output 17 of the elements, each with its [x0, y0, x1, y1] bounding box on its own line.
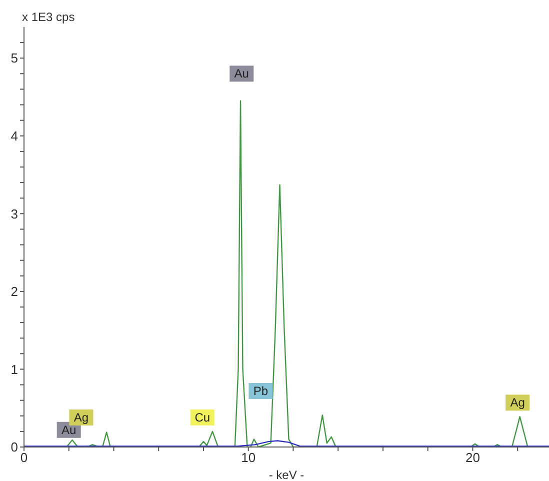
y-tick-label: 2: [10, 284, 18, 300]
y-tick-label: 0: [10, 440, 18, 455]
y-tick-label: 5: [10, 50, 18, 66]
annotation: Au: [62, 422, 76, 437]
x-tick-label: 10: [241, 450, 256, 466]
y-tick-label: 1: [10, 362, 18, 377]
x-tick-label: 0: [20, 450, 28, 466]
x-axis-title: - keV -: [268, 468, 304, 481]
annotation: Ag: [510, 396, 525, 410]
y-tick-label: 4: [10, 128, 18, 144]
annotation: Au: [234, 66, 249, 81]
x-tick-label: 20: [465, 450, 480, 466]
annotation: Ag: [74, 410, 89, 424]
y-axis-title: x 1E3 cps: [22, 10, 75, 24]
y-tick-label: 3: [10, 206, 18, 222]
annotation: Cu: [194, 410, 210, 424]
annotation: Pb: [253, 384, 268, 398]
